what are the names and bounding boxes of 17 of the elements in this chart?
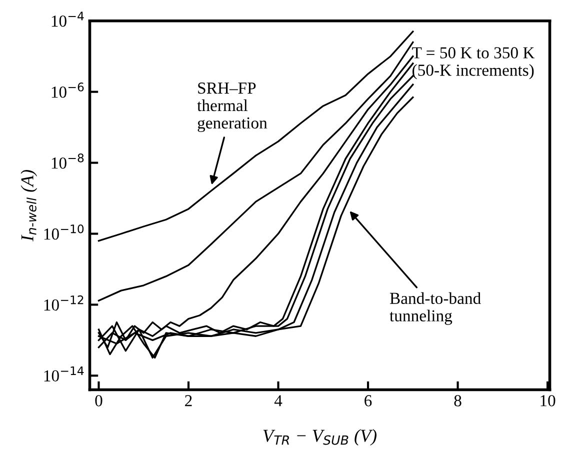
x-tick-label: 2: [185, 395, 192, 406]
annotation: SRH–FP thermal generation: [197, 82, 268, 132]
y-tick-label: 10$^{−14}$: [44, 366, 84, 382]
annotation: Band-to-band tunneling: [390, 292, 481, 325]
y-tick-label: 10$^{−12}$: [44, 295, 84, 311]
y-tick-label: 10$^{−8}$: [52, 154, 84, 169]
x-axis-title: V$_{TR}$ − V$_{SUB}$ (V): [263, 429, 377, 446]
x-tick-label: 0: [95, 395, 102, 406]
x-tick-label: 4: [274, 395, 282, 406]
x-tick-label: 8: [454, 395, 462, 406]
x-tick-label: 10: [540, 395, 556, 406]
y-tick-label: 10$^{−6}$: [52, 82, 84, 98]
x-tick-label: 6: [364, 395, 372, 406]
y-tick-label: 10$^{−4}$: [52, 12, 84, 27]
y-axis-title: I$_{n‐well}$ (A): [20, 170, 38, 242]
y-tick-label: 10$^{−10}$: [44, 224, 84, 240]
annotation: T = 50 K to 350 K (50-K increments): [412, 47, 535, 80]
